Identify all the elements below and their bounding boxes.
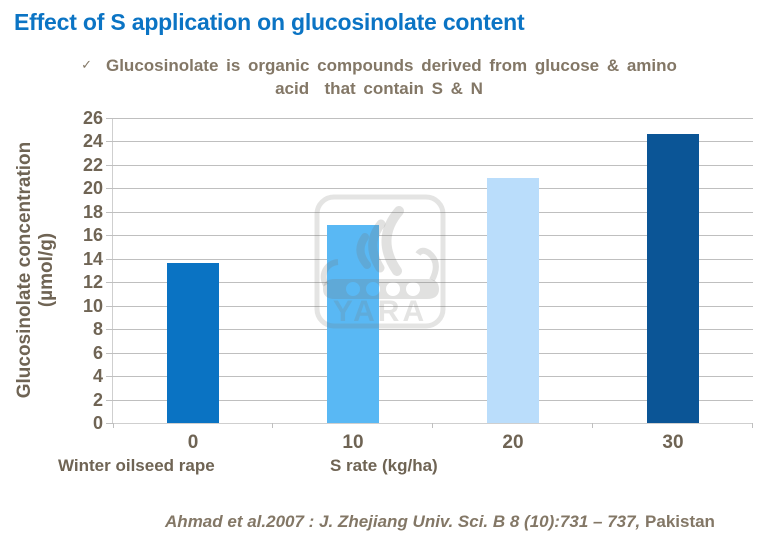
y-tick-label-4: 4	[92, 366, 103, 387]
gridline-12	[113, 282, 753, 284]
y-tick-label-12: 12	[82, 272, 103, 293]
gridline-16	[113, 235, 753, 237]
y-axis-title: Glucosinolate concentration (µmol/g)	[14, 90, 58, 450]
gridline-10	[113, 305, 753, 307]
plot-area: 0 2 4 6 8 10 12 14 16 18 20 22 24 26 0 10 20 30	[83, 108, 753, 453]
gridline-8	[113, 329, 753, 331]
gridline-20	[113, 188, 753, 190]
y-tick-label-0: 0	[92, 413, 103, 433]
x-tick-label-0: 0	[187, 432, 199, 453]
bar-20	[487, 177, 539, 423]
y-tick-10	[106, 305, 113, 307]
y-tick-12	[106, 282, 113, 284]
x-boundary-tick-3	[592, 423, 593, 428]
gridline-26	[113, 118, 753, 119]
y-tick-16	[106, 235, 113, 237]
y-tick-18	[106, 211, 113, 213]
x-tick-label-20: 20	[502, 432, 524, 453]
gridline-14	[113, 258, 753, 260]
y-tick-label-18: 18	[82, 201, 103, 222]
gridline-24	[113, 141, 753, 143]
x-boundary-tick-0	[113, 423, 114, 428]
subtitle-line1-text: Glucosinolate is organic compounds deriv…	[105, 56, 677, 75]
citation-plain: Pakistan	[640, 512, 715, 531]
x-axis-title: S rate (kg/ha)	[330, 456, 438, 475]
y-tick-label-14: 14	[82, 248, 103, 269]
x-tick-label-30: 30	[662, 432, 684, 453]
bar-0	[167, 263, 219, 423]
y-tick-label-24: 24	[82, 131, 103, 152]
y-axis-title-line2: (µmol/g)	[36, 232, 57, 308]
citation: Ahmad et al.2007 : J. Zhejiang Univ. Sci…	[128, 512, 752, 532]
y-tick-8	[106, 329, 113, 331]
y-tick-label-10: 10	[82, 295, 103, 316]
y-tick-22	[106, 164, 113, 166]
x-tick-label-10: 10	[342, 432, 364, 453]
y-tick-4	[106, 376, 113, 378]
y-axis-title-line1: Glucosinolate concentration	[14, 141, 35, 399]
y-tick-label-8: 8	[92, 319, 103, 340]
subtitle-line2: acid that contain S & N	[275, 79, 483, 98]
gridline-4	[113, 376, 753, 378]
y-tick-label-16: 16	[82, 225, 103, 246]
y-tick-26	[106, 118, 113, 119]
y-tick-6	[106, 352, 113, 354]
y-tick-label-22: 22	[82, 154, 103, 175]
y-tick-label-26: 26	[82, 108, 103, 128]
gridline-22	[113, 164, 753, 166]
y-tick-label-2: 2	[92, 389, 103, 410]
series-note: Winter oilseed rape	[58, 456, 215, 475]
y-tick-label-6: 6	[92, 342, 103, 363]
bar-10	[327, 224, 379, 423]
y-tick-20	[106, 188, 113, 190]
y-tick-2	[106, 399, 113, 401]
y-tick-24	[106, 141, 113, 143]
x-boundary-tick-1	[272, 423, 273, 428]
y-tick-14	[106, 258, 113, 260]
x-boundary-tick-4	[752, 423, 753, 428]
x-boundary-tick-2	[432, 423, 433, 428]
citation-italic: Ahmad et al.2007 : J. Zhejiang Univ. Sci…	[165, 512, 641, 531]
gridline-6	[113, 352, 753, 354]
subtitle-line1: ✓ Glucosinolate is organic compounds deri…	[0, 55, 758, 78]
page-title: Effect of S application on glucosinolate…	[14, 9, 525, 35]
gridline-18	[113, 211, 753, 213]
subtitle: ✓ Glucosinolate is organic compounds deri…	[0, 55, 758, 100]
bar-30	[647, 134, 699, 423]
y-tick-label-20: 20	[82, 178, 103, 199]
gridline-2	[113, 399, 753, 401]
checkmark-icon: ✓	[81, 57, 92, 72]
y-tick-0	[106, 423, 113, 424]
